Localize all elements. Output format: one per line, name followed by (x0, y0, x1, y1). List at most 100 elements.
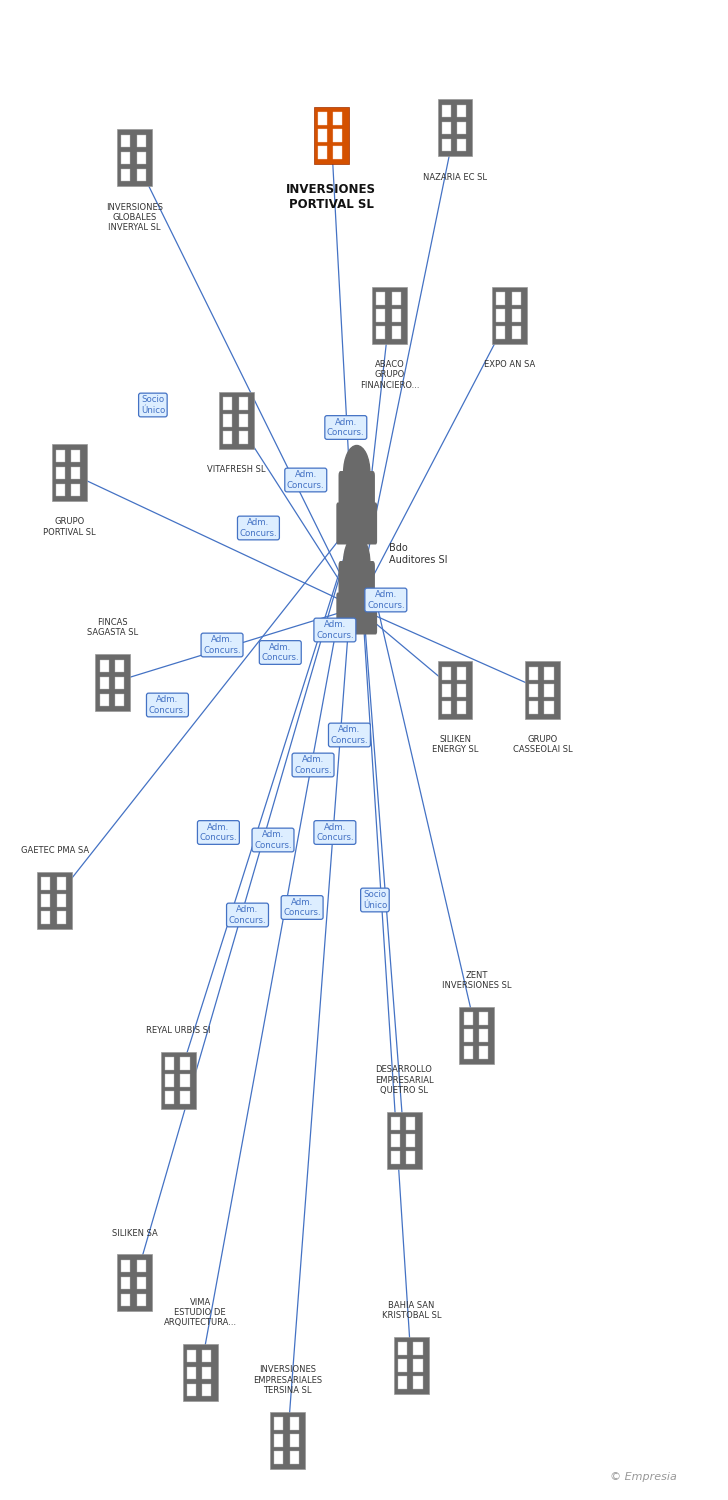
FancyBboxPatch shape (387, 1112, 422, 1168)
FancyBboxPatch shape (290, 1418, 298, 1430)
FancyBboxPatch shape (525, 662, 560, 718)
FancyBboxPatch shape (165, 1092, 174, 1104)
Text: Adm.
Concurs.: Adm. Concurs. (149, 696, 186, 714)
Text: Adm.
Concurs.: Adm. Concurs. (203, 636, 241, 654)
FancyBboxPatch shape (52, 444, 87, 501)
Text: SILIKEN
ENERGY SL: SILIKEN ENERGY SL (432, 735, 478, 754)
FancyBboxPatch shape (137, 1294, 146, 1306)
FancyBboxPatch shape (392, 327, 400, 339)
FancyBboxPatch shape (117, 1254, 152, 1311)
FancyBboxPatch shape (496, 309, 505, 322)
FancyBboxPatch shape (372, 286, 407, 344)
Text: Adm.
Concurs.: Adm. Concurs. (287, 471, 325, 489)
FancyBboxPatch shape (394, 1336, 429, 1394)
FancyBboxPatch shape (122, 1260, 130, 1272)
FancyBboxPatch shape (457, 668, 466, 680)
FancyBboxPatch shape (56, 450, 65, 462)
FancyBboxPatch shape (137, 170, 146, 182)
Text: GRUPO
CASSEOLAI SL: GRUPO CASSEOLAI SL (513, 735, 572, 754)
FancyBboxPatch shape (545, 684, 553, 698)
FancyBboxPatch shape (492, 286, 527, 344)
FancyBboxPatch shape (187, 1384, 196, 1396)
Text: INVERSIONES
EMPRESARIALES
TERSINA SL: INVERSIONES EMPRESARIALES TERSINA SL (253, 1365, 322, 1395)
FancyBboxPatch shape (529, 684, 538, 698)
FancyBboxPatch shape (37, 871, 72, 928)
FancyBboxPatch shape (398, 1342, 407, 1354)
Text: GRUPO
PORTIVAL SL: GRUPO PORTIVAL SL (43, 518, 95, 537)
FancyBboxPatch shape (376, 327, 385, 339)
FancyBboxPatch shape (414, 1359, 422, 1372)
FancyBboxPatch shape (398, 1359, 407, 1372)
FancyBboxPatch shape (290, 1434, 298, 1448)
Text: INVERSIONES
PORTIVAL SL: INVERSIONES PORTIVAL SL (286, 183, 376, 211)
FancyBboxPatch shape (100, 694, 108, 706)
FancyBboxPatch shape (274, 1452, 283, 1464)
FancyBboxPatch shape (545, 702, 553, 714)
FancyBboxPatch shape (57, 912, 66, 924)
FancyBboxPatch shape (117, 129, 152, 186)
FancyBboxPatch shape (479, 1013, 488, 1025)
FancyBboxPatch shape (398, 1377, 407, 1389)
FancyBboxPatch shape (438, 662, 472, 718)
FancyBboxPatch shape (223, 432, 232, 444)
FancyBboxPatch shape (442, 684, 451, 698)
FancyBboxPatch shape (406, 1134, 415, 1148)
FancyBboxPatch shape (115, 676, 124, 690)
FancyBboxPatch shape (392, 309, 400, 322)
FancyBboxPatch shape (274, 1434, 283, 1448)
FancyBboxPatch shape (183, 1344, 218, 1401)
Text: Adm.
Concurs.: Adm. Concurs. (331, 726, 368, 744)
FancyBboxPatch shape (529, 702, 538, 714)
FancyBboxPatch shape (459, 1007, 494, 1064)
FancyBboxPatch shape (239, 432, 248, 444)
FancyBboxPatch shape (464, 1013, 472, 1025)
FancyBboxPatch shape (339, 471, 375, 513)
FancyBboxPatch shape (219, 392, 254, 448)
Text: Socio
Único: Socio Único (141, 396, 165, 414)
FancyBboxPatch shape (165, 1074, 174, 1088)
FancyBboxPatch shape (479, 1029, 488, 1042)
FancyBboxPatch shape (181, 1092, 189, 1104)
FancyBboxPatch shape (339, 561, 375, 603)
FancyBboxPatch shape (202, 1384, 211, 1396)
FancyBboxPatch shape (270, 1412, 305, 1468)
Text: Adm.
Concurs.: Adm. Concurs. (367, 591, 405, 609)
FancyBboxPatch shape (137, 1260, 146, 1272)
FancyBboxPatch shape (95, 654, 130, 711)
FancyBboxPatch shape (41, 878, 50, 890)
FancyBboxPatch shape (442, 105, 451, 117)
Text: Socio
Único: Socio Único (363, 891, 387, 909)
FancyBboxPatch shape (479, 1047, 488, 1059)
FancyBboxPatch shape (57, 894, 66, 908)
FancyBboxPatch shape (71, 466, 80, 480)
FancyBboxPatch shape (464, 1029, 472, 1042)
Text: © Empresia: © Empresia (610, 1472, 677, 1482)
Text: ABACO
GRUPO
FINANCIERO...: ABACO GRUPO FINANCIERO... (360, 360, 419, 390)
FancyBboxPatch shape (181, 1058, 189, 1070)
Text: REYAL URBIS SI: REYAL URBIS SI (146, 1026, 210, 1035)
FancyBboxPatch shape (512, 309, 521, 322)
FancyBboxPatch shape (122, 170, 130, 182)
FancyBboxPatch shape (414, 1377, 422, 1389)
FancyBboxPatch shape (165, 1058, 174, 1070)
Text: GAETEC PMA SA: GAETEC PMA SA (20, 846, 89, 855)
FancyBboxPatch shape (41, 912, 50, 924)
Text: SILIKEN SA: SILIKEN SA (112, 1228, 157, 1238)
FancyBboxPatch shape (223, 398, 232, 410)
Text: Adm.
Concurs.: Adm. Concurs. (316, 621, 354, 639)
FancyBboxPatch shape (391, 1118, 400, 1130)
FancyBboxPatch shape (100, 676, 108, 690)
FancyBboxPatch shape (545, 668, 553, 680)
FancyBboxPatch shape (274, 1418, 283, 1430)
FancyBboxPatch shape (202, 1366, 211, 1380)
Circle shape (344, 536, 370, 590)
FancyBboxPatch shape (318, 129, 327, 142)
FancyBboxPatch shape (137, 1276, 146, 1290)
FancyBboxPatch shape (406, 1118, 415, 1130)
FancyBboxPatch shape (137, 152, 146, 165)
FancyBboxPatch shape (223, 414, 232, 428)
Text: VITAFRESH SL: VITAFRESH SL (207, 465, 266, 474)
Text: FINCAS
SAGASTA SL: FINCAS SAGASTA SL (87, 618, 138, 638)
FancyBboxPatch shape (187, 1350, 196, 1362)
Text: Adm.
Concurs.: Adm. Concurs. (327, 419, 365, 436)
